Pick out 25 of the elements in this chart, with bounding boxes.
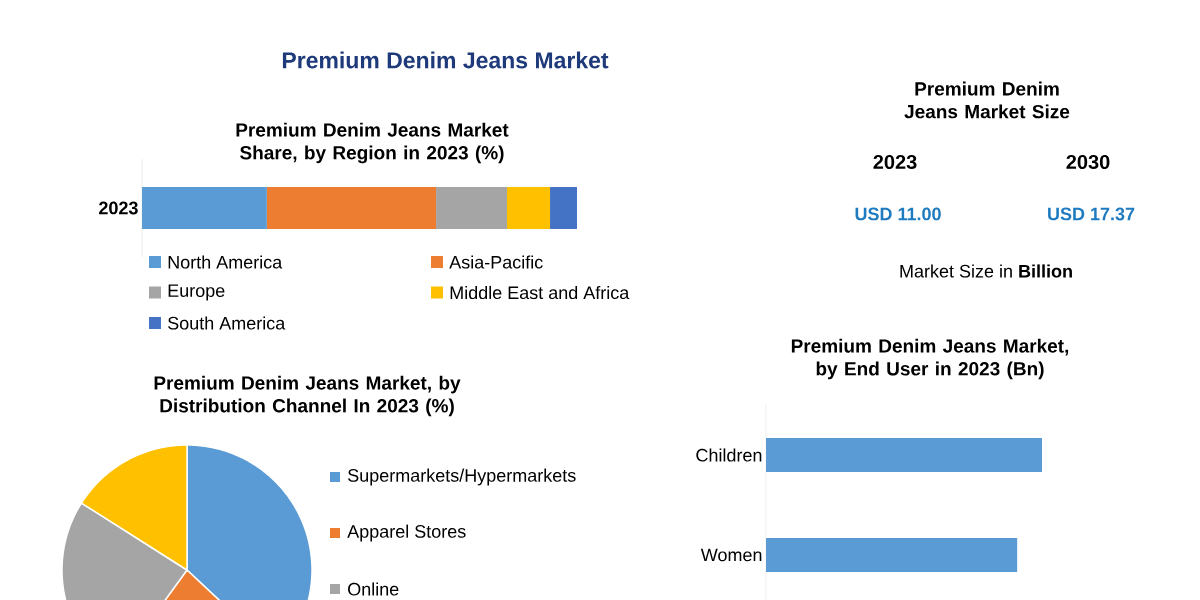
chart-subtitle: Premium Denim Jeans Market Share, by Region in 2023 (%) [236, 122, 509, 164]
bar [436, 187, 507, 229]
bar [142, 187, 267, 229]
text: USD 17.37 [1048, 207, 1135, 221]
legend-label: Online [348, 582, 399, 596]
legend-label: South America [168, 316, 286, 330]
text: Premium Denim Jeans Market Size [904, 81, 1070, 119]
text: Market Size in Billion [900, 264, 1072, 278]
legend-label: Asia-Pacific [449, 255, 543, 269]
legend-label: Europe [168, 284, 225, 301]
y-tick-label: Women [700, 548, 762, 562]
bar [266, 187, 437, 229]
category-label: 2030 [1066, 154, 1110, 170]
chart-title: Premium Denim Jeans Market [282, 51, 609, 69]
bar [550, 187, 578, 229]
chart-title: Premium Denim Jeans Market, by End User in 2023 (Bn) [791, 338, 1069, 380]
text: USD 11.00 [855, 207, 941, 221]
category-label: 2023 [873, 154, 917, 170]
legend-label: Middle East and Africa [450, 285, 630, 300]
legend-label: Apparel Stores [347, 524, 466, 542]
legend-label: Supermarkets/Hypermarkets [348, 468, 576, 486]
y-tick-label: Children [696, 448, 762, 462]
legend-label: North America [168, 255, 283, 269]
bar [506, 187, 551, 229]
chart-title: Premium Denim Jeans Market, by Distribution Channel In 2023 (%) [154, 375, 461, 417]
